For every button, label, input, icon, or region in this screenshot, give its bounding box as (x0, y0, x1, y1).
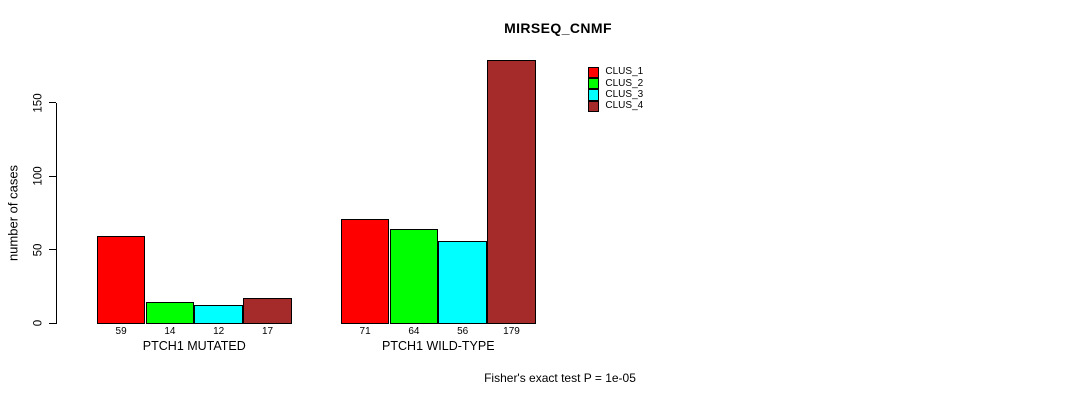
bar (487, 59, 536, 324)
bar (389, 228, 439, 324)
legend-swatch (588, 89, 600, 101)
y-tick (49, 175, 56, 177)
y-tick-label: 100 (32, 166, 45, 186)
footnote: Fisher's exact test P = 1e-05 (484, 371, 636, 385)
chart-title: MIRSEQ_CNMF (504, 20, 612, 36)
bar-value-label: 71 (359, 326, 371, 337)
legend-label: CLUS_3 (605, 88, 644, 100)
bar (194, 305, 244, 324)
legend-swatch (588, 100, 600, 113)
legend-row: CLUS_3 (588, 88, 644, 101)
legend-label: CLUS_1 (605, 66, 644, 78)
y-tick (49, 249, 56, 250)
legend-label: CLUS_4 (605, 100, 644, 112)
bar (340, 218, 390, 324)
group-label: PTCH1 MUTATED (142, 339, 246, 353)
bar-value-label: 17 (261, 326, 274, 337)
bar-value-label: 12 (213, 326, 225, 337)
bar (96, 236, 146, 324)
legend-label: CLUS_2 (605, 77, 644, 89)
y-tick-label: 150 (32, 92, 45, 113)
legend-swatch (588, 77, 600, 90)
y-tick-label: 0 (32, 319, 45, 327)
legend-swatch (588, 66, 600, 78)
bar-value-label: 59 (115, 326, 127, 337)
y-axis-title: number of cases (5, 164, 21, 262)
y-axis-line (56, 102, 57, 324)
y-tick (49, 102, 56, 103)
legend-row: CLUS_1 (588, 66, 644, 78)
legend-row: CLUS_4 (588, 100, 644, 113)
bar (438, 240, 488, 324)
bar-value-label: 64 (408, 326, 420, 337)
bar (243, 298, 292, 324)
group-label: PTCH1 WILD-TYPE (382, 339, 495, 353)
bar-value-label: 56 (457, 326, 469, 337)
legend-row: CLUS_2 (588, 77, 644, 90)
bar-value-label: 14 (164, 326, 176, 337)
y-tick (49, 322, 56, 324)
bar-value-label: 179 (503, 326, 520, 337)
bar (145, 302, 195, 324)
y-tick-label: 50 (32, 243, 45, 256)
